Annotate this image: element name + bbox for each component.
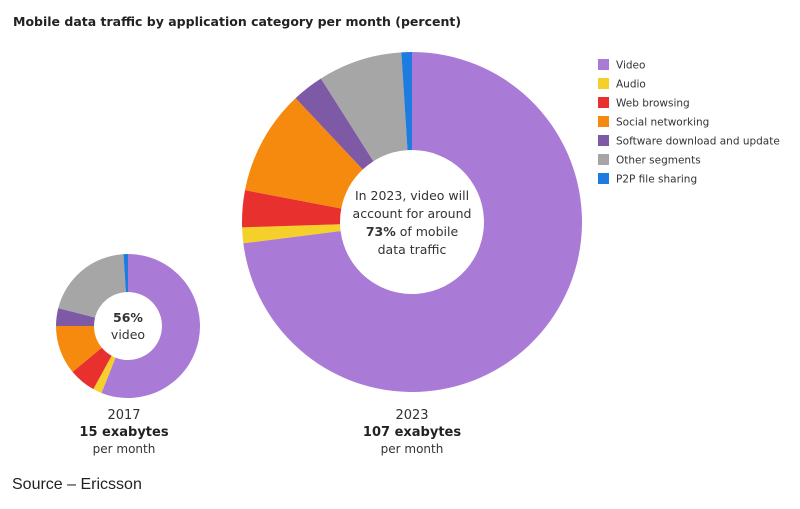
legend-label: Audio [616, 79, 646, 91]
caption-2017-per: per month [93, 442, 156, 456]
legend-swatch [598, 135, 609, 146]
center-2023-line2: account for around [353, 206, 472, 221]
legend: Video Audio Web browsing Social networking S… [598, 59, 780, 186]
slice-2017-social-networking [56, 326, 102, 372]
center-2023-after: of mobile [396, 224, 459, 239]
legend-swatch [598, 78, 609, 89]
slice-2017-p2p-file-sharing [123, 254, 128, 293]
slice-2017-video [101, 254, 200, 399]
caption-2017-year: 2017 [107, 408, 140, 423]
slice-2017-other-segments [58, 254, 126, 318]
legend-label: Web browsing [616, 98, 690, 110]
legend-label: Software download and update [616, 136, 780, 148]
center-2017-percent: 56% [113, 310, 143, 325]
caption-2023-total: 107 exabytes [363, 425, 461, 440]
center-2023-line4: data traffic [378, 242, 447, 257]
caption-2017-total: 15 exabytes [79, 425, 168, 440]
legend-label: P2P file sharing [616, 174, 697, 186]
slice-2023-video [243, 52, 582, 392]
slice-2023-p2p-file-sharing [401, 52, 412, 151]
slice-2023-software-download-and-update [295, 78, 374, 170]
slice-2023-social-networking [245, 98, 363, 209]
chart-title: Mobile data traffic by application categ… [13, 14, 461, 29]
legend-swatch [598, 59, 609, 70]
legend-swatch [598, 116, 609, 127]
legend-label: Social networking [616, 117, 709, 129]
legend-swatch [598, 97, 609, 108]
legend-swatch [598, 173, 609, 184]
source-note: Source – Ericsson [12, 476, 142, 493]
center-2023-line1: In 2023, video will [355, 188, 469, 203]
slice-2017-software-download-and-update [56, 308, 96, 326]
legend-label: Other segments [616, 155, 701, 167]
center-2017-label: video [111, 327, 145, 342]
legend-swatch [598, 154, 609, 165]
caption-2023-year: 2023 [395, 408, 428, 423]
slice-2023-web-browsing [242, 190, 342, 228]
slice-2017-audio [93, 355, 116, 393]
legend-label: Video [616, 60, 645, 72]
caption-2023-per: per month [381, 442, 444, 456]
center-2023-line3: 73% of mobile [366, 224, 459, 239]
center-2023-percent: 73% [366, 224, 396, 239]
donut-2017 [56, 254, 200, 399]
slice-2023-audio [242, 224, 341, 244]
donut-2023 [242, 52, 582, 392]
slice-2023-other-segments [320, 52, 408, 162]
slice-2017-web-browsing [72, 347, 112, 390]
